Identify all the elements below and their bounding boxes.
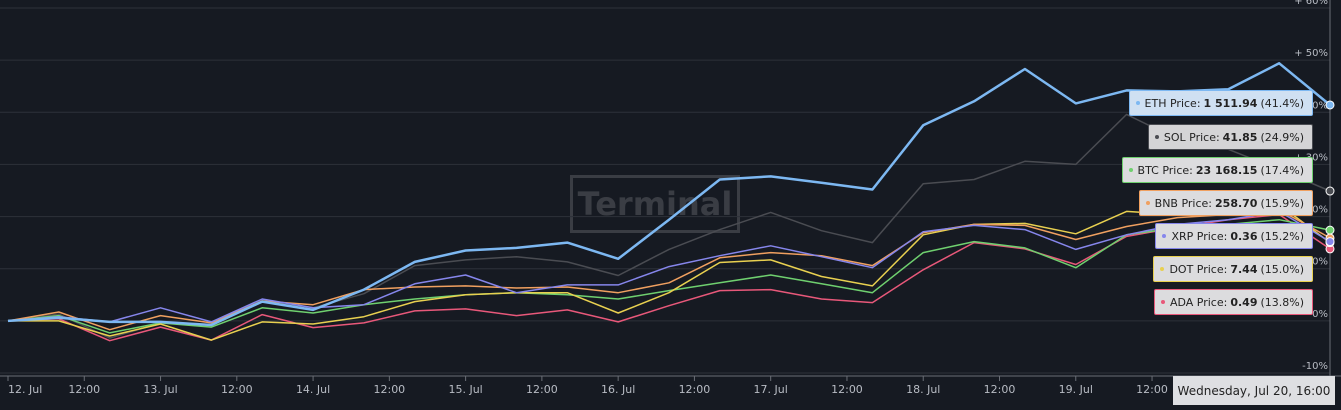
- tooltip-label: XRP Price:: [1171, 229, 1228, 243]
- x-tick-label: 16. Jul: [601, 383, 635, 396]
- tooltip-label: BTC Price:: [1137, 163, 1193, 177]
- tooltip-dot: [1145, 201, 1150, 205]
- tooltip-change: (15.2%): [1260, 229, 1304, 243]
- tooltip: XRP Price: 0.36 (15.2%): [1155, 223, 1313, 249]
- series-line: [8, 203, 1331, 341]
- x-tick-label: 12:00: [679, 383, 711, 396]
- series-line: [7, 62, 1331, 327]
- x-tick-label: 12:00: [373, 383, 405, 396]
- x-tick-label: 19. Jul: [1059, 383, 1093, 396]
- y-tick-label: 0%: [1312, 309, 1328, 320]
- tooltip-change: (17.4%): [1260, 163, 1304, 177]
- x-tick-label: 15. Jul: [448, 383, 482, 396]
- tooltip-price: 41.85: [1222, 130, 1258, 144]
- tooltip-price: 1 511.94: [1203, 96, 1258, 110]
- tooltip: SOL Price: 41.85 (24.9%): [1147, 124, 1313, 150]
- tooltip: BTC Price: 23 168.15 (17.4%): [1121, 157, 1313, 183]
- x-tick-label: 17. Jul: [754, 383, 788, 396]
- x-tick-label: 14. Jul: [296, 383, 330, 396]
- tooltip-dot: [1162, 234, 1167, 238]
- tooltip-price: 23 168.15: [1195, 163, 1258, 177]
- x-tick-label: 12:00: [984, 383, 1016, 396]
- tooltip-dot: [1154, 135, 1159, 139]
- tooltip-price: 7.44: [1230, 262, 1258, 276]
- x-tick-label: 12:00: [831, 383, 863, 396]
- x-tick-label: 12:00: [221, 383, 253, 396]
- tooltip-change: (24.9%): [1260, 130, 1304, 144]
- x-tick-label: 13. Jul: [143, 383, 177, 396]
- tooltip-dot: [1128, 168, 1133, 172]
- tooltip: ADA Price: 0.49 (13.8%): [1153, 289, 1313, 315]
- x-tick-label: 12. Jul: [8, 383, 42, 396]
- end-marker: [1325, 100, 1335, 110]
- x-tick-label: 12:00: [68, 383, 100, 396]
- tooltip-price: 258.70: [1215, 196, 1258, 210]
- tooltip: BNB Price: 258.70 (15.9%): [1138, 190, 1313, 216]
- tooltip-dot: [1160, 300, 1165, 304]
- tooltip-change: (15.9%): [1260, 196, 1304, 210]
- end-marker: [1325, 237, 1335, 247]
- x-tick-label: 12:00: [1136, 383, 1168, 396]
- series-line: [7, 209, 1331, 331]
- series-line: [7, 218, 1331, 334]
- end-marker: [1325, 186, 1335, 196]
- tooltip-change: (41.4%): [1260, 96, 1304, 110]
- y-tick-label: + 60%: [1294, 0, 1328, 7]
- tooltip-label: DOT Price:: [1169, 262, 1228, 276]
- tooltip-price: 0.49: [1230, 295, 1258, 309]
- tooltip-price: 0.36: [1230, 229, 1258, 243]
- tooltip-label: SOL Price:: [1163, 130, 1220, 144]
- series-line: [7, 210, 1331, 323]
- tooltip-label: ETH Price:: [1144, 96, 1201, 110]
- tooltip-label: ADA Price:: [1169, 295, 1228, 309]
- x-tick-label: 12:00: [526, 383, 558, 396]
- tooltip: DOT Price: 7.44 (15.0%): [1153, 256, 1313, 282]
- tooltip-label: BNB Price:: [1154, 196, 1213, 210]
- tooltip-dot: [1135, 101, 1140, 105]
- tooltip-dot: [1160, 267, 1165, 271]
- y-tick-label: -10%: [1302, 361, 1328, 372]
- tooltip-change: (13.8%): [1260, 295, 1304, 309]
- tooltip: ETH Price: 1 511.94 (41.4%): [1128, 90, 1313, 116]
- x-tick-label: 18. Jul: [906, 383, 940, 396]
- end-marker: [1325, 225, 1335, 235]
- crosshair-label: Wednesday, Jul 20, 16:00: [1173, 376, 1335, 405]
- y-tick-label: + 50%: [1294, 48, 1328, 59]
- tooltip-change: (15.0%): [1260, 262, 1304, 276]
